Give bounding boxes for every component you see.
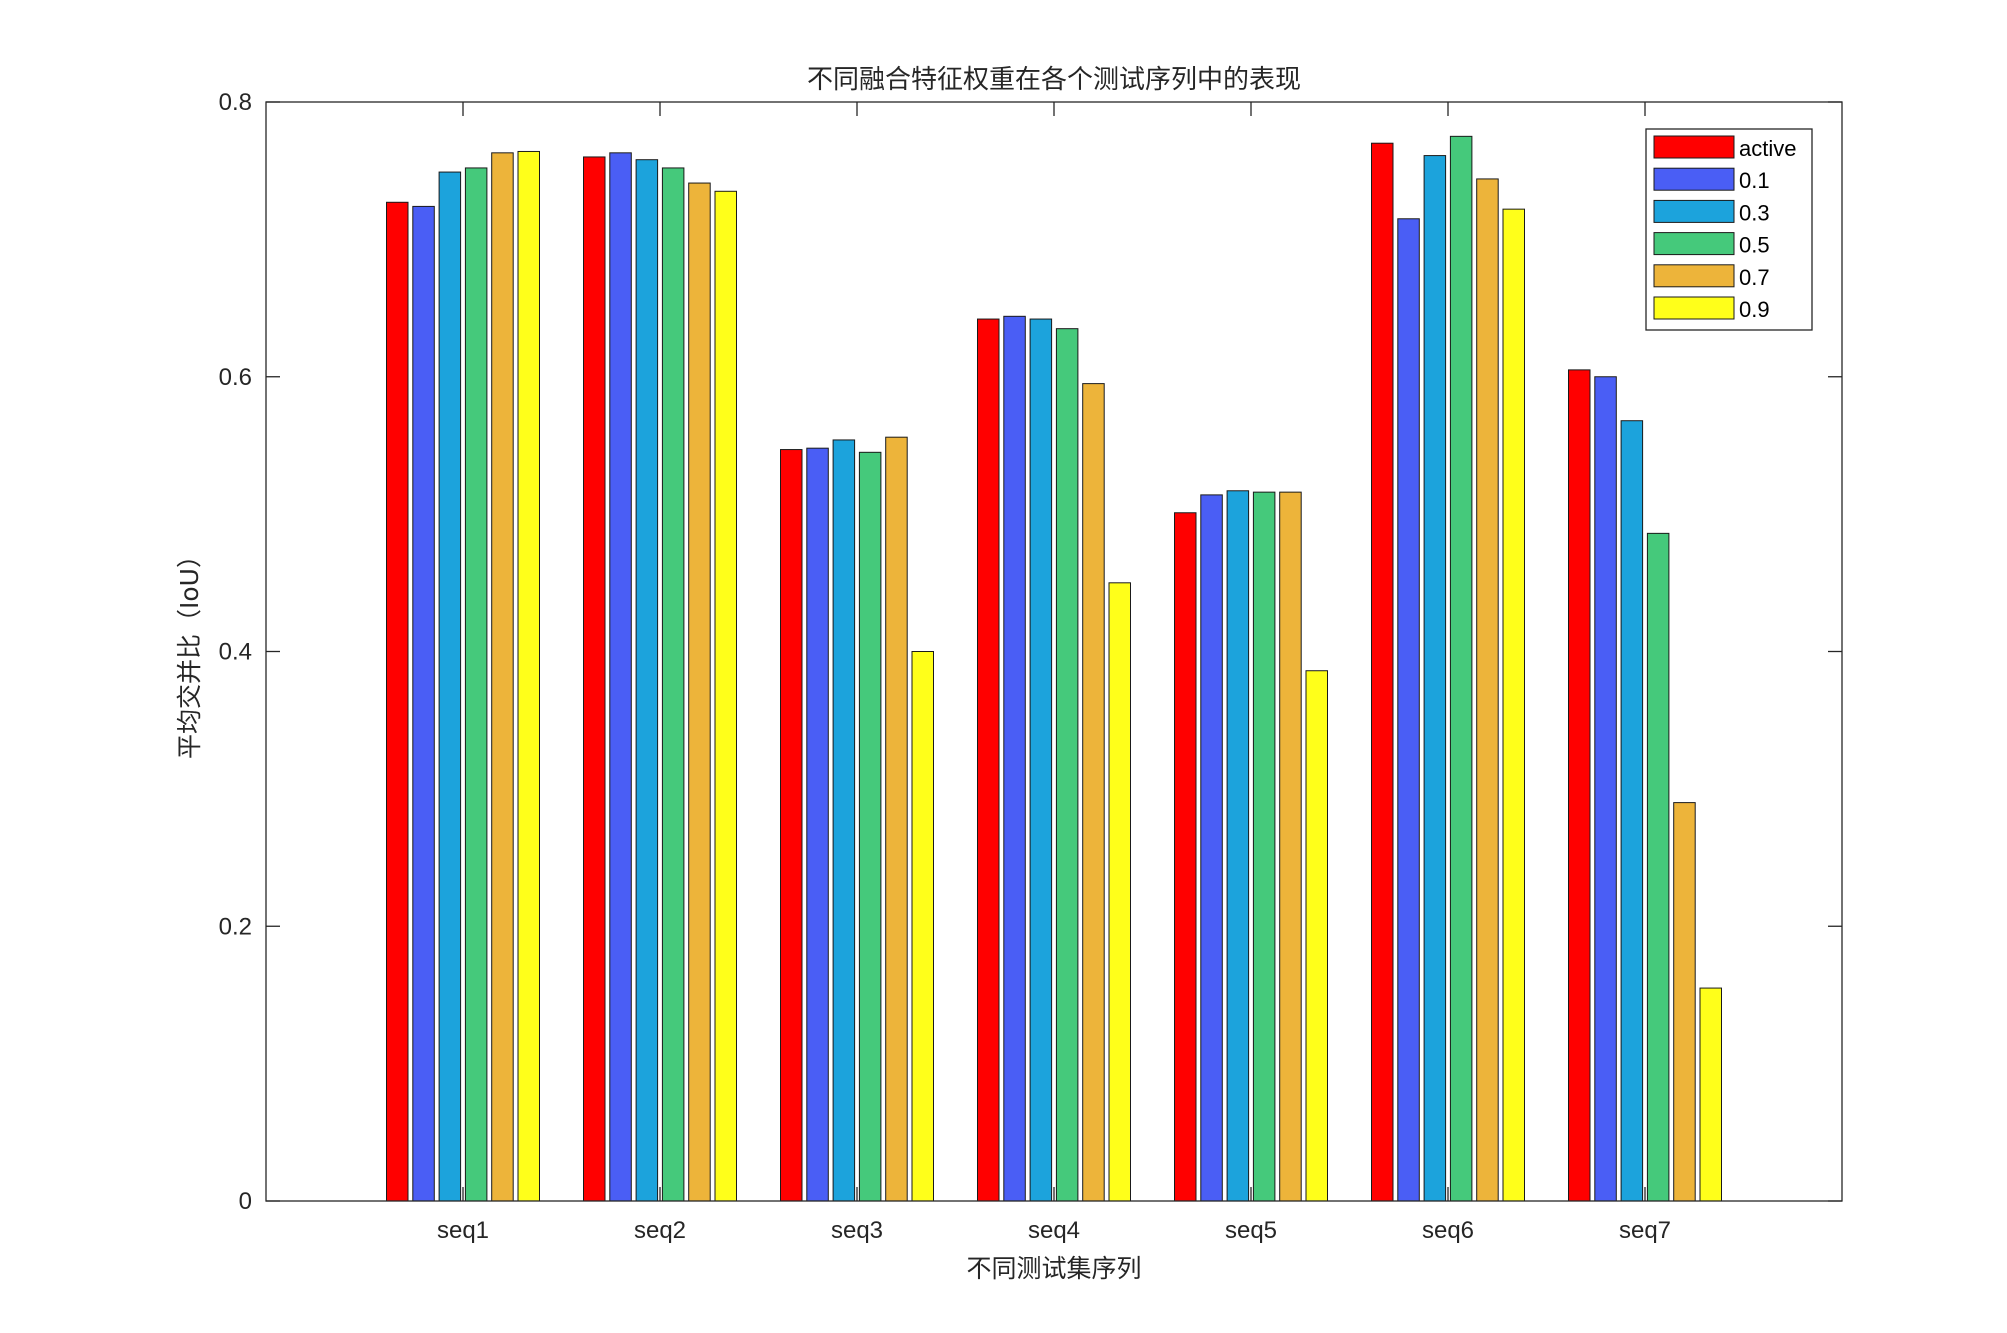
bar-seq4-0_3: [1029, 318, 1053, 1202]
y-tick-label: 0.2: [219, 913, 252, 940]
bar-seq4-active: [977, 318, 1000, 1202]
bar-seq6-0_1: [1397, 218, 1420, 1202]
y-tick-label: 0.4: [219, 639, 252, 666]
bars-group: [386, 135, 1722, 1202]
bar-seq3-0_9: [911, 651, 934, 1202]
x-tick-label: seq3: [831, 1217, 883, 1244]
x-tick-label: seq6: [1422, 1217, 1474, 1244]
bar-seq1-0_3: [438, 171, 462, 1202]
bar-seq5-active: [1174, 512, 1197, 1202]
bar-seq1-0_9: [517, 150, 540, 1202]
bar-seq1-0_5: [464, 167, 488, 1202]
y-tick-label: 0.6: [219, 364, 252, 391]
bar-seq4-0_7: [1082, 383, 1105, 1202]
bar-seq4-0_9: [1108, 582, 1131, 1202]
bar-seq2-0_9: [714, 190, 737, 1202]
legend-swatch-0_7: [1653, 264, 1735, 288]
bar-seq6-active: [1371, 142, 1394, 1202]
bar-seq6-0_9: [1502, 208, 1525, 1202]
bar-seq7-0_1: [1594, 376, 1617, 1202]
bar-seq2-0_7: [688, 182, 711, 1202]
x-tick-labels: seq1 seq2 seq3 seq4 seq5 seq6 seq7: [437, 1217, 1671, 1244]
bar-seq5-0_9: [1305, 670, 1328, 1202]
bar-seq7-0_5: [1646, 532, 1670, 1202]
y-tick-labels: 0 0.2 0.4 0.6 0.8: [219, 89, 252, 1215]
bar-seq4-0_1: [1003, 315, 1026, 1202]
legend-label: 0.1: [1739, 168, 1770, 193]
legend-swatch-0_5: [1653, 232, 1735, 256]
bar-seq5-0_7: [1279, 491, 1302, 1202]
bar-seq1-active: [386, 201, 409, 1202]
bar-seq2-0_1: [609, 152, 632, 1202]
bar-seq2-active: [583, 156, 606, 1202]
bar-seq1-0_7: [491, 152, 514, 1202]
bar-seq5-0_5: [1252, 491, 1276, 1202]
bar-seq7-active: [1568, 369, 1591, 1202]
bar-seq2-0_5: [661, 167, 685, 1202]
legend-swatch-0_3: [1653, 199, 1735, 223]
legend: active 0.1 0.3 0.5 0.7 0.9: [1645, 128, 1813, 331]
legend-label: 0.7: [1739, 265, 1770, 290]
legend-label: 0.5: [1739, 233, 1770, 258]
bar-seq6-0_3: [1423, 155, 1447, 1202]
legend-label: active: [1739, 136, 1796, 161]
bar-seq3-active: [780, 449, 803, 1202]
y-axis-title: 平均交并比（IoU）: [175, 543, 204, 759]
x-axis-title: 不同测试集序列: [966, 1254, 1141, 1283]
bar-seq3-0_7: [885, 436, 908, 1202]
y-tick-label: 0.8: [219, 89, 252, 116]
bar-seq6-0_5: [1449, 135, 1473, 1202]
legend-label: 0.3: [1739, 200, 1770, 225]
x-tick-label: seq1: [437, 1217, 489, 1244]
bar-seq6-0_7: [1476, 178, 1499, 1202]
bar-seq5-0_3: [1226, 490, 1250, 1202]
x-tick-label: seq4: [1028, 1217, 1080, 1244]
bar-seq2-0_3: [635, 159, 659, 1202]
x-tick-label: seq2: [634, 1217, 686, 1244]
bar-seq3-0_3: [832, 439, 856, 1202]
legend-swatch-active: [1653, 135, 1735, 159]
legend-swatch-0_9: [1653, 296, 1735, 320]
bar-seq7-0_3: [1620, 420, 1644, 1202]
bar-seq4-0_5: [1055, 328, 1079, 1202]
chart-title: 不同融合特征权重在各个测试序列中的表现: [807, 65, 1301, 95]
y-tick-label: 0: [239, 1188, 252, 1215]
bar-seq1-0_1: [412, 205, 435, 1202]
plot-frame: [265, 101, 1843, 1202]
bar-seq7-0_9: [1699, 987, 1722, 1202]
bar-seq5-0_1: [1200, 494, 1223, 1202]
legend-swatch-0_1: [1653, 167, 1735, 191]
bar-seq3-0_5: [858, 451, 882, 1202]
x-tick-label: seq7: [1619, 1217, 1671, 1244]
x-tick-label: seq5: [1225, 1217, 1277, 1244]
bar-seq7-0_7: [1673, 802, 1696, 1202]
bar-seq3-0_1: [806, 447, 829, 1202]
legend-label: 0.9: [1739, 297, 1770, 322]
